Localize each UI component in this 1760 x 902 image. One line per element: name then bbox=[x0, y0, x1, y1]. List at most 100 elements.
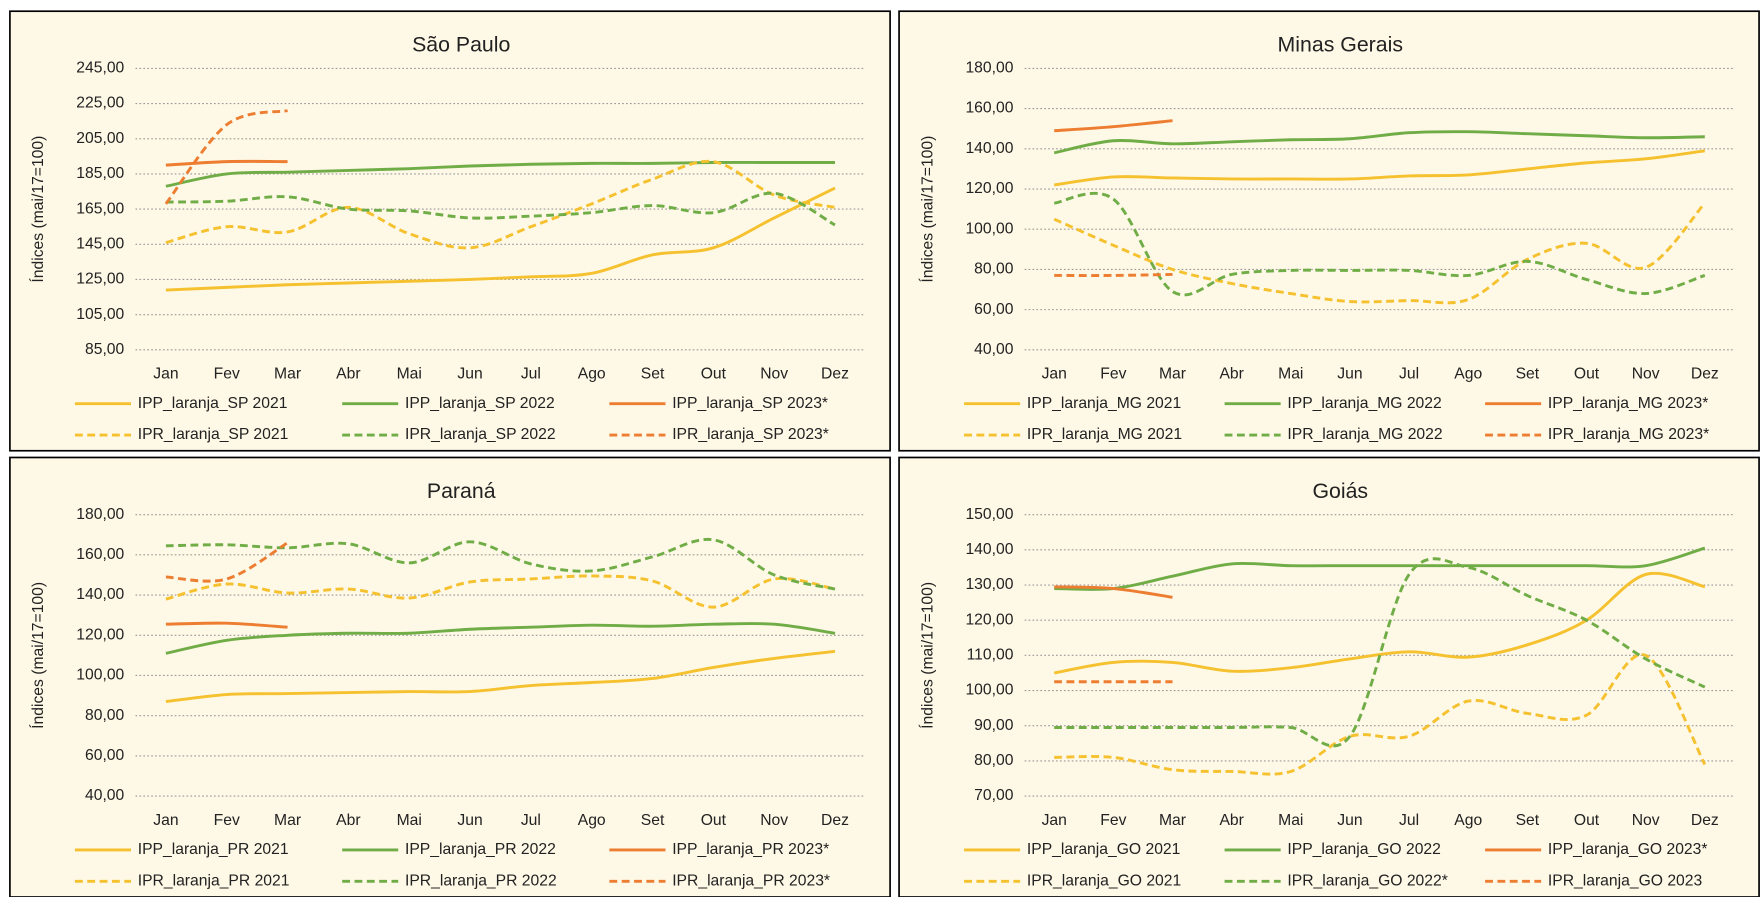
chart-panel: Paraná Índices (mai/17=100) 40,00 60,00 80,0… bbox=[9, 456, 891, 898]
y-axis-label: Índices (mai/17=100) bbox=[28, 582, 47, 729]
y-tick-label: 140,00 bbox=[965, 541, 1013, 558]
x-tick-label: Out bbox=[1574, 812, 1600, 829]
y-tick-label: 120,00 bbox=[965, 180, 1013, 197]
x-tick-label: Nov bbox=[1632, 812, 1660, 829]
y-tick-label: 80,00 bbox=[974, 261, 1014, 278]
legend-label: IPP_laranja_GO 2021 bbox=[1027, 841, 1181, 858]
series-line bbox=[1053, 191, 1706, 297]
legend-label: IPR_laranja_GO 2023 bbox=[1548, 872, 1703, 889]
y-tick-label: 40,00 bbox=[974, 341, 1014, 358]
x-tick-label: Dez bbox=[821, 812, 849, 829]
series-line bbox=[165, 159, 836, 250]
legend-label: IPR_laranja_MG 2022 bbox=[1287, 426, 1442, 443]
panel-background bbox=[9, 456, 891, 898]
panel-background bbox=[898, 456, 1760, 898]
x-tick-label: Abr bbox=[336, 366, 360, 383]
legend-label: IPR_laranja_PR 2022 bbox=[405, 872, 557, 889]
legend-label: IPR_laranja_SP 2022 bbox=[405, 426, 556, 443]
x-tick-label: Abr bbox=[1219, 366, 1243, 383]
y-tick-label: 90,00 bbox=[974, 717, 1014, 734]
x-tick-label: Fev bbox=[1100, 812, 1126, 829]
x-tick-label: Fev bbox=[1100, 366, 1126, 383]
y-tick-label: 165,00 bbox=[76, 200, 124, 217]
x-tick-label: Set bbox=[1516, 812, 1540, 829]
x-tick-label: Jun bbox=[1337, 366, 1362, 383]
series-line bbox=[1054, 272, 1173, 277]
chart-panel: Goiás Índices (mai/17=100) 70,00 80,00 90,00… bbox=[898, 456, 1760, 898]
x-tick-label: Out bbox=[701, 812, 727, 829]
legend-label: IPP_laranja_SP 2022 bbox=[405, 395, 555, 412]
series-line bbox=[165, 159, 288, 167]
x-tick-label: Abr bbox=[1219, 812, 1243, 829]
y-tick-label: 70,00 bbox=[974, 787, 1014, 804]
legend-label: IPP_laranja_PR 2022 bbox=[405, 841, 556, 858]
y-axis-label: Índices (mai/17=100) bbox=[917, 582, 936, 729]
y-tick-label: 105,00 bbox=[76, 306, 124, 323]
legend-label: IPP_laranja_MG 2023* bbox=[1548, 395, 1708, 412]
legend-label: IPP_laranja_PR 2023* bbox=[672, 841, 829, 858]
series-line bbox=[1054, 119, 1173, 133]
y-tick-label: 125,00 bbox=[76, 271, 124, 288]
legend-label: IPP_laranja_PR 2021 bbox=[138, 841, 289, 858]
chart-panel: São Paulo Índices (mai/17=100) 85,00 105,00… bbox=[9, 10, 891, 452]
legend-label: IPP_laranja_MG 2021 bbox=[1027, 395, 1181, 412]
x-tick-label: Mar bbox=[274, 812, 301, 829]
chart-title: Minas Gerais bbox=[1278, 33, 1403, 57]
x-tick-label: Jul bbox=[521, 812, 541, 829]
x-tick-label: Mai bbox=[1278, 366, 1303, 383]
y-tick-label: 60,00 bbox=[974, 301, 1014, 318]
legend-label: IPP_laranja_SP 2023* bbox=[672, 395, 828, 412]
legend-label: IPR_laranja_SP 2021 bbox=[138, 426, 289, 443]
x-tick-label: Set bbox=[641, 812, 665, 829]
y-tick-label: 130,00 bbox=[965, 576, 1013, 593]
legend-label: IPP_laranja_GO 2023* bbox=[1548, 841, 1708, 858]
x-tick-label: Fev bbox=[214, 366, 240, 383]
x-tick-label: Jul bbox=[1399, 366, 1419, 383]
y-tick-label: 100,00 bbox=[965, 682, 1013, 699]
y-tick-label: 145,00 bbox=[76, 235, 124, 252]
series-line bbox=[165, 621, 288, 629]
y-tick-label: 60,00 bbox=[85, 747, 125, 764]
y-tick-label: 140,00 bbox=[76, 586, 124, 603]
x-tick-label: Mai bbox=[397, 366, 422, 383]
y-tick-label: 40,00 bbox=[85, 787, 125, 804]
x-tick-label: Jul bbox=[1399, 812, 1419, 829]
x-tick-label: Jun bbox=[1337, 812, 1362, 829]
y-tick-label: 80,00 bbox=[974, 752, 1014, 769]
y-tick-label: 180,00 bbox=[76, 506, 124, 523]
x-tick-label: Dez bbox=[1691, 366, 1719, 383]
series-line bbox=[1053, 571, 1706, 675]
series-line bbox=[165, 649, 836, 704]
series-line bbox=[1054, 557, 1706, 748]
y-tick-label: 110,00 bbox=[967, 647, 1014, 664]
legend-label: IPR_laranja_MG 2023* bbox=[1548, 426, 1709, 443]
y-tick-label: 150,00 bbox=[965, 506, 1013, 523]
legend-label: IPP_laranja_MG 2022 bbox=[1287, 395, 1441, 412]
y-tick-label: 205,00 bbox=[76, 130, 124, 147]
x-tick-label: Fev bbox=[214, 812, 240, 829]
x-tick-label: Jun bbox=[457, 812, 482, 829]
x-tick-label: Set bbox=[1516, 366, 1540, 383]
y-tick-label: 80,00 bbox=[85, 707, 125, 724]
legend-label: IPP_laranja_SP 2021 bbox=[138, 395, 288, 412]
x-tick-label: Abr bbox=[336, 812, 360, 829]
y-tick-label: 120,00 bbox=[965, 611, 1013, 628]
y-tick-label: 100,00 bbox=[965, 220, 1013, 237]
x-tick-label: Out bbox=[1574, 366, 1600, 383]
y-tick-label: 160,00 bbox=[76, 546, 124, 563]
series-line bbox=[164, 109, 288, 205]
x-tick-label: Nov bbox=[760, 812, 788, 829]
y-tick-label: 185,00 bbox=[76, 165, 124, 182]
chart-title: Paraná bbox=[427, 479, 496, 503]
x-tick-label: Out bbox=[701, 366, 727, 383]
x-tick-label: Ago bbox=[578, 812, 606, 829]
legend-label: IPR_laranja_PR 2021 bbox=[138, 872, 290, 889]
y-axis-label: Índices (mai/17=100) bbox=[28, 136, 47, 283]
y-tick-label: 225,00 bbox=[76, 95, 124, 112]
panel-background bbox=[9, 10, 891, 452]
series-line bbox=[1054, 546, 1706, 591]
chart-title: São Paulo bbox=[412, 33, 510, 57]
x-tick-label: Jan bbox=[1042, 812, 1067, 829]
panel-background bbox=[898, 10, 1760, 452]
